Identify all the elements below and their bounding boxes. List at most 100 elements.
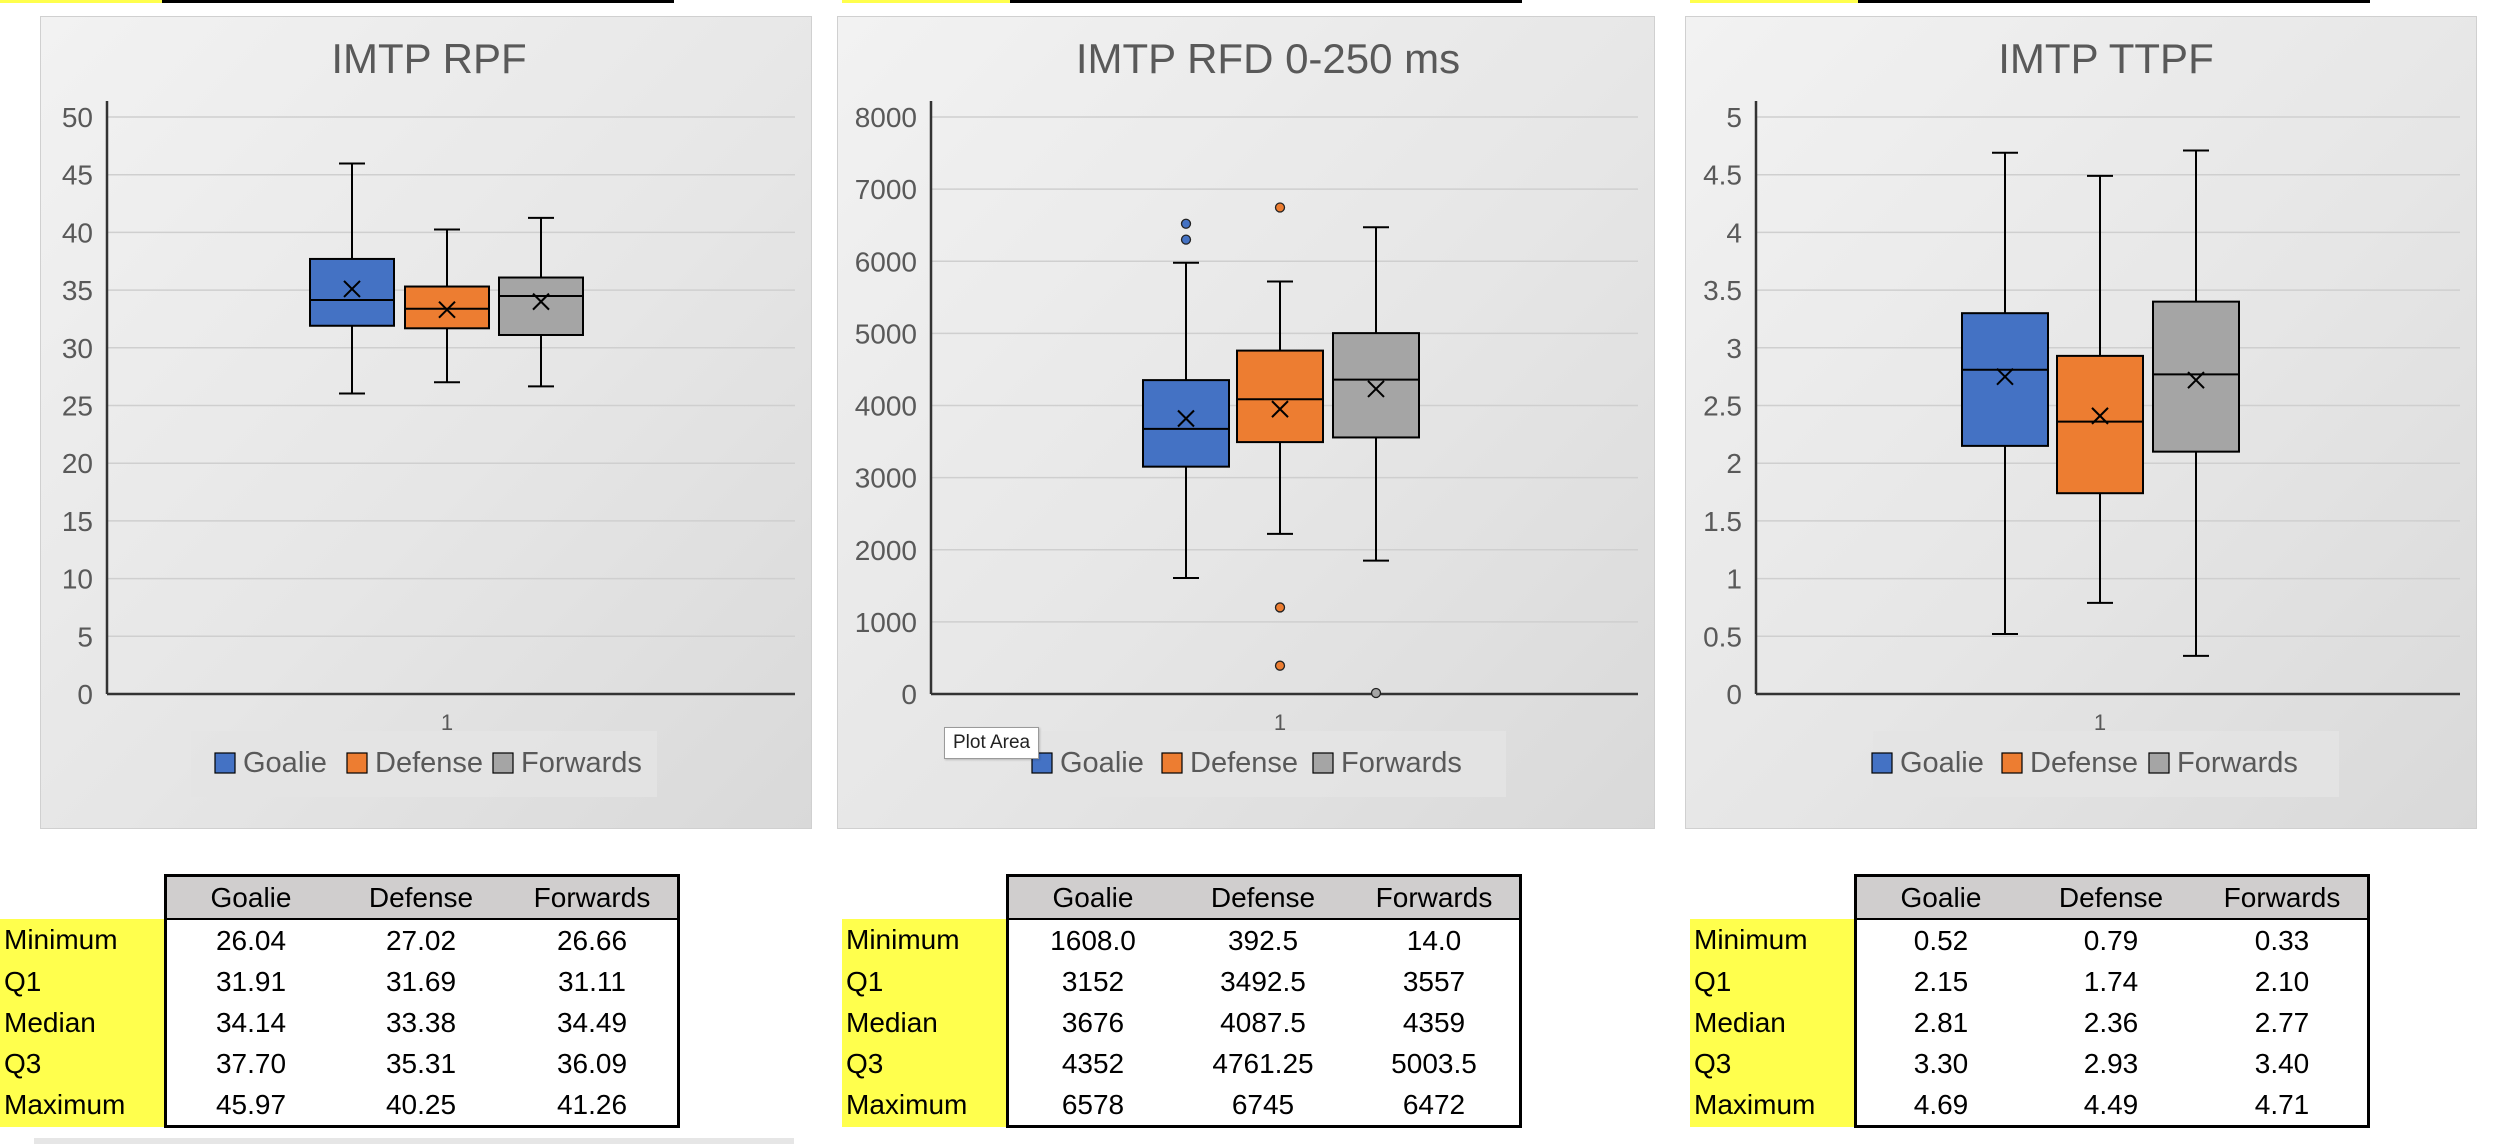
top-highlight-strip [842, 0, 1010, 3]
box-iqr [1142, 379, 1230, 468]
legend-swatch [1871, 752, 1893, 774]
stats-table-rfd: Goalie Defense Forwards Minimum 1608.0 392.5 1… [842, 874, 1522, 1128]
legend-swatch [2148, 752, 2170, 774]
table-cell: 392.5 [1227, 924, 1299, 956]
legend-label: Goalie [1900, 747, 1984, 779]
y-tick-label: 3.5 [1703, 275, 1742, 306]
table-row: Median 2.81 2.36 2.77 [1690, 1002, 2370, 1043]
table-row: Q3 37.70 35.31 36.09 [0, 1043, 680, 1084]
table-cell: 3.30 [1854, 1043, 2025, 1084]
row-label: Q1 [842, 961, 1008, 1002]
table-cell: 2.93 [2083, 1047, 2139, 1079]
chart-imtp-ttpf[interactable]: IMTP TTPF 0 0.5 1 1.5 2 2.5 3 3.5 4 4.5 5 1 Goalie Def… [1685, 16, 2477, 829]
row-label: Q3 [842, 1043, 1008, 1084]
chart-svg: IMTP RFD 0-250 ms 0 1000 2000 3000 4000 5000 60… [855, 35, 1638, 797]
box-iqr [404, 285, 490, 330]
y-tick-label: 20 [62, 448, 93, 479]
legend-box [191, 731, 657, 797]
table-row: Maximum 4.69 4.49 4.71 [1690, 1084, 2370, 1128]
legend-label: Defense [2030, 747, 2138, 779]
table-cell: 1.74 [2083, 965, 2139, 997]
mean-marker [343, 280, 361, 298]
y-tick-label: 3 [1726, 333, 1742, 364]
table-header-goalie: Goalie [164, 874, 335, 920]
plot-area-tooltip: Plot Area [944, 727, 1040, 759]
y-tick-label: 5 [1726, 102, 1742, 133]
legend-label: Goalie [243, 747, 327, 779]
box-forwards [498, 216, 584, 388]
table-cell: 40.25 [335, 1084, 507, 1128]
box-forwards [1332, 226, 1420, 699]
table-row: Minimum 1608.0 392.5 14.0 [842, 919, 1522, 961]
row-label: Q3 [0, 1043, 166, 1084]
table-cell: 6472 [1349, 1084, 1522, 1128]
mean-marker [532, 292, 550, 311]
box-iqr [498, 276, 584, 336]
chart-imtp-rfd[interactable]: IMTP RFD 0-250 ms 0 1000 2000 3000 4000 5000 60… [837, 16, 1655, 829]
row-label: Maximum [0, 1084, 166, 1127]
table-header-forwards: Forwards [1349, 874, 1522, 920]
table-cell: 3.40 [2197, 1043, 2370, 1084]
y-tick-label: 1 [1726, 564, 1742, 595]
table-row: Median 34.14 33.38 34.49 [0, 1002, 680, 1043]
table-cell: 3557 [1349, 961, 1522, 1002]
table-corner [1690, 876, 1856, 920]
legend-swatch [2001, 752, 2023, 774]
top-border-strip [1858, 0, 2370, 3]
box-iqr [1332, 332, 1420, 439]
y-tick-label: 2 [1726, 448, 1742, 479]
table-header-forwards: Forwards [2197, 874, 2370, 920]
box-forwards [2152, 149, 2240, 657]
legend-swatch [214, 752, 236, 774]
y-tick-label: 3000 [855, 463, 917, 494]
box-iqr [1236, 349, 1324, 444]
y-tick-label: 7000 [855, 174, 917, 205]
table-cell: 2.81 [1854, 1002, 2025, 1043]
table-row: Q1 3152 3492.5 3557 [842, 961, 1522, 1002]
outlier-point [1274, 602, 1286, 613]
table-cell: 31.11 [507, 961, 680, 1002]
table-cell: 6745 [1177, 1084, 1349, 1128]
row-label: Maximum [1690, 1084, 1856, 1127]
box-iqr [2152, 300, 2240, 453]
table-row: Q1 2.15 1.74 2.10 [1690, 961, 2370, 1002]
table-cell: 3676 [1006, 1002, 1177, 1043]
table-cell: 14.0 [1349, 919, 1522, 961]
stats-table-ttpf: Goalie Defense Forwards Minimum 0.52 0.79 0.33… [1690, 874, 2370, 1128]
table-header-defense: Defense [1177, 874, 1349, 920]
legend-label: Defense [1190, 747, 1298, 779]
table-cell: 34.14 [164, 1002, 335, 1043]
top-border-strip [162, 0, 674, 3]
chart-title: IMTP TTPF [1998, 35, 2213, 82]
outlier-point [1274, 202, 1286, 213]
top-highlight-strip [0, 0, 162, 3]
table-cell: 3492.5 [1220, 965, 1306, 997]
y-tick-label: 4 [1726, 217, 1742, 248]
table-cell: 4761.25 [1212, 1047, 1314, 1079]
y-tick-label: 30 [62, 333, 93, 364]
row-label: Q1 [0, 961, 166, 1002]
row-label: Median [842, 1002, 1008, 1043]
box-iqr [1961, 312, 2049, 447]
mean-marker [1996, 367, 2014, 386]
table-row: Minimum 0.52 0.79 0.33 [1690, 919, 2370, 961]
table-cell: 3152 [1006, 961, 1177, 1002]
table-cell: 41.26 [507, 1084, 680, 1128]
table-corner [842, 876, 1008, 920]
y-tick-label: 0 [901, 679, 917, 710]
table-cell: 26.66 [507, 919, 680, 961]
table-cell: 4359 [1349, 1002, 1522, 1043]
chart-imtp-rpf[interactable]: IMTP RPF 0 5 10 15 20 25 30 35 40 45 50 1 Goalie Defen… [40, 16, 812, 829]
legend-swatch [1161, 752, 1183, 774]
y-tick-label: 6000 [855, 246, 917, 277]
row-label: Median [0, 1002, 166, 1043]
table-row: Maximum 45.97 40.25 41.26 [0, 1084, 680, 1128]
table-cell: 4352 [1006, 1043, 1177, 1084]
table-cell: 4.71 [2197, 1084, 2370, 1128]
table-cell: 2.36 [2083, 1006, 2139, 1038]
table-cell: 37.70 [164, 1043, 335, 1084]
legend-swatch [1312, 752, 1334, 774]
y-tick-label: 10 [62, 564, 93, 595]
y-tick-label: 25 [62, 391, 93, 422]
y-tick-label: 0 [77, 679, 93, 710]
